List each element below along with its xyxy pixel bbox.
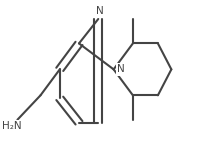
Text: H₂N: H₂N [2, 121, 21, 131]
Text: N: N [117, 64, 125, 74]
Text: N: N [96, 6, 104, 16]
